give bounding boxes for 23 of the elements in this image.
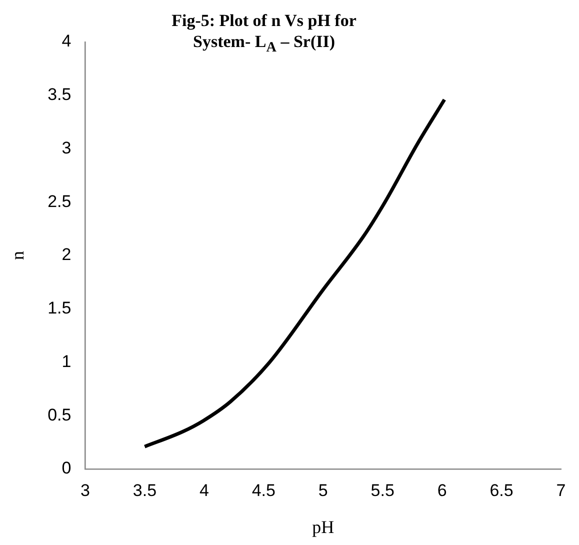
x-tick-label: 7	[556, 480, 566, 500]
text: Fig-5: Plot of n Vs pH for	[172, 11, 356, 30]
y-tick-label: 4	[62, 32, 72, 51]
x-tick-label: 4	[199, 480, 209, 500]
y-axis-title: n	[8, 251, 28, 260]
y-tick-label: 0	[62, 458, 72, 478]
line-series	[142, 98, 446, 448]
x-tick-label: 4.5	[252, 480, 276, 500]
y-tick-label: 0.5	[48, 405, 72, 424]
text: System- L$_{A}$ – Sr(II)	[193, 32, 335, 56]
y-tick-label: 2	[62, 245, 72, 264]
x-tick-label: 3	[80, 480, 90, 500]
y-tick-label: 2.5	[48, 192, 72, 211]
y-tick-label: 1.5	[48, 298, 72, 318]
y-tick-label: 3.5	[48, 85, 72, 104]
x-tick-label: 6	[437, 480, 447, 500]
y-tick-label: 1	[62, 352, 72, 371]
x-tick-label: 6.5	[490, 480, 514, 500]
x-tick-label: 3.5	[132, 480, 157, 500]
x-axis-title: pH	[312, 516, 334, 537]
x-tick-label: 5.5	[370, 480, 394, 500]
x-tick-label: 5	[318, 480, 328, 500]
y-tick-label: 3	[62, 138, 72, 158]
